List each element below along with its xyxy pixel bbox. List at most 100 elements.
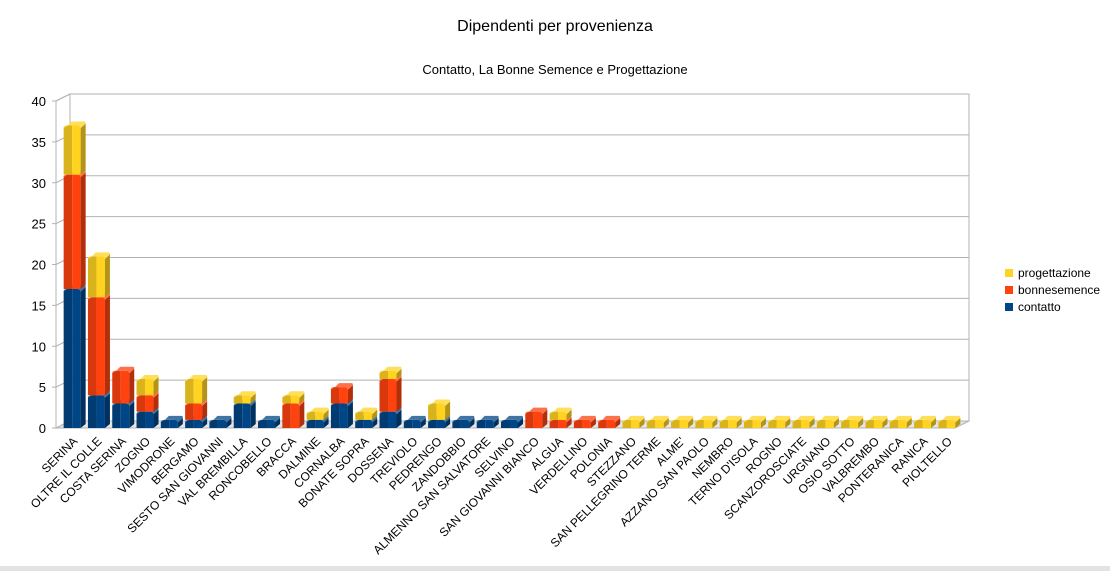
bar-progettazione-23-side — [639, 417, 645, 428]
bar-contatto-17-front-left — [476, 419, 486, 428]
bar-contatto-7-side — [250, 401, 256, 428]
bar-progettazione-36-side — [955, 417, 961, 428]
bar-progettazione-32-side — [858, 417, 864, 428]
bar-progettazione-15-front-left — [428, 403, 437, 420]
bar-progettazione-28-side — [760, 417, 766, 428]
bar-progettazione-15-front-right — [436, 403, 446, 420]
bar-bonnesemence-1-side — [104, 295, 110, 396]
bar-progettazione-33-top — [865, 415, 888, 423]
bar-progettazione-27-front-right — [728, 419, 737, 428]
bar-progettazione-12-front-right — [363, 411, 373, 420]
bar-progettazione-5-front-left — [185, 378, 194, 404]
bar-progettazione-29-front-left — [768, 419, 777, 428]
bar-contatto-6-top — [209, 415, 232, 423]
y-tick-label: 10 — [32, 339, 46, 354]
bar-contatto-0-side — [80, 287, 86, 428]
bar-progettazione-3-top — [136, 374, 159, 382]
bar-bonnesemence-2-top — [112, 366, 135, 374]
legend: progettazione bonnesemence contatto — [1005, 264, 1100, 315]
bar-progettazione-30-side — [809, 417, 815, 428]
legend-label-progettazione: progettazione — [1018, 265, 1091, 280]
bar-progettazione-26-side — [712, 417, 718, 428]
bar-progettazione-5-top — [185, 374, 208, 382]
bar-contatto-15-front-right — [436, 419, 446, 428]
bar-progettazione-0-side — [80, 123, 86, 175]
bar-contatto-16-front-right — [460, 419, 470, 428]
bar-progettazione-12-front-left — [355, 411, 364, 420]
bar-progettazione-1-side — [104, 254, 110, 298]
bar-progettazione-34-front-left — [889, 419, 899, 428]
bar-progettazione-3-front-right — [145, 378, 154, 396]
bar-contatto-5-front-right — [193, 419, 203, 428]
bar-bonnesemence-9-front-right — [290, 403, 300, 428]
bar-progettazione-20-front-right — [558, 411, 567, 420]
legend-item-bonnesemence: bonnesemence — [1005, 281, 1100, 298]
bar-contatto-4-top — [160, 415, 183, 423]
bar-bonnesemence-21-front-right — [582, 419, 591, 428]
bar-bonnesemence-19-side — [542, 409, 548, 428]
bar-bonnesemence-21-front-left — [573, 419, 583, 428]
bar-contatto-13-front-right — [388, 411, 397, 428]
bar-contatto-7-front-left — [233, 403, 243, 428]
bar-progettazione-1-top — [87, 252, 110, 259]
bar-bonnesemence-11-front-left — [330, 387, 340, 404]
legend-label-contatto: contatto — [1018, 299, 1061, 314]
bar-progettazione-5-front-right — [193, 378, 203, 404]
bar-contatto-2-front-left — [112, 403, 121, 428]
bar-contatto-3-front-left — [136, 411, 146, 428]
bar-progettazione-31-front-left — [816, 419, 826, 428]
bar-progettazione-28-front-left — [743, 419, 753, 428]
bar-contatto-4-front-right — [169, 419, 178, 428]
bar-progettazione-35-front-left — [914, 419, 923, 428]
bottom-rule — [0, 566, 1110, 571]
y-tick-label: 40 — [32, 94, 46, 109]
bar-progettazione-7-side — [250, 393, 256, 404]
bar-progettazione-15-top — [428, 399, 451, 406]
bar-progettazione-30-top — [792, 415, 815, 423]
bar-progettazione-35-front-right — [922, 419, 932, 428]
bar-bonnesemence-19-top — [525, 407, 548, 415]
bar-contatto-17-side — [493, 417, 499, 428]
bar-contatto-12-front-right — [363, 419, 373, 428]
bar-progettazione-28-front-right — [752, 419, 761, 428]
bar-progettazione-25-top — [671, 415, 694, 423]
bar-bonnesemence-21-side — [590, 417, 596, 428]
bar-contatto-4-front-left — [160, 419, 170, 428]
bar-progettazione-27-side — [736, 417, 742, 428]
bar-bonnesemence-22-front-right — [606, 419, 616, 428]
bar-contatto-10-front-right — [315, 419, 324, 428]
bar-bonnesemence-20-front-left — [549, 419, 559, 428]
bar-progettazione-0-top — [63, 121, 86, 129]
bar-bonnesemence-0-front-left — [63, 174, 73, 290]
bar-bonnesemence-20-front-right — [558, 419, 567, 428]
bar-progettazione-36-front-right — [946, 419, 956, 428]
bar-progettazione-25-front-right — [679, 419, 689, 428]
bar-bonnesemence-9-side — [299, 401, 305, 428]
gridline-side — [55, 93, 71, 102]
bar-bonnesemence-2-front-left — [112, 370, 121, 404]
bar-contatto-13-front-left — [379, 411, 389, 428]
bar-progettazione-1-front-right — [96, 256, 105, 298]
bar-contatto-0-front-right — [72, 289, 81, 428]
bar-bonnesemence-11-front-right — [339, 387, 348, 404]
bar-contatto-18-front-right — [509, 419, 518, 428]
bar-progettazione-34-top — [889, 415, 912, 423]
bar-contatto-12-side — [372, 417, 378, 428]
bar-contatto-4-side — [177, 417, 183, 428]
bar-contatto-18-top — [501, 415, 523, 423]
bar-progettazione-7-top — [233, 391, 256, 398]
chart-subtitle: Contatto, La Bonne Semence e Progettazio… — [422, 62, 688, 77]
bar-progettazione-12-top — [355, 407, 378, 415]
bar-progettazione-24-front-right — [655, 419, 664, 428]
bar-progettazione-29-side — [785, 417, 791, 428]
bar-progettazione-32-top — [841, 415, 864, 423]
bar-contatto-12-front-left — [355, 419, 364, 428]
bar-progettazione-13-top — [379, 366, 402, 374]
bar-progettazione-13-front-right — [388, 370, 397, 379]
legend-swatch-contatto — [1005, 302, 1013, 311]
bar-progettazione-15-side — [445, 401, 451, 420]
bar-contatto-8-side — [275, 417, 281, 428]
bar-progettazione-24-top — [646, 415, 669, 423]
bar-progettazione-10-front-left — [306, 411, 316, 420]
bar-progettazione-9-front-left — [282, 395, 291, 404]
